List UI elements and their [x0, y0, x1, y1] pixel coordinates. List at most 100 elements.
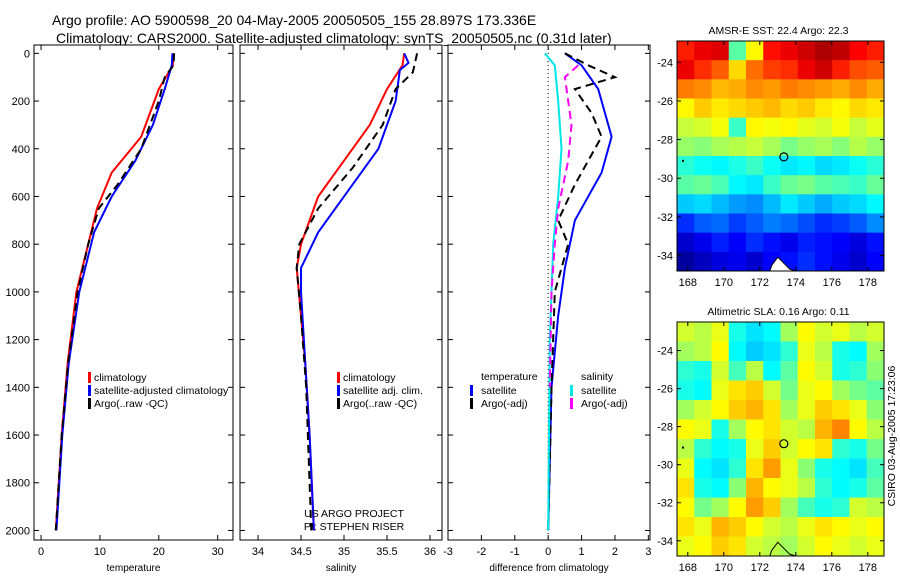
- x-tick-label: 1: [578, 546, 584, 558]
- heatmap-cell: [677, 98, 695, 119]
- heatmap-cell: [694, 380, 712, 401]
- heatmap-cell: [815, 517, 833, 537]
- heatmap-cell: [815, 322, 833, 342]
- heatmap-cell: [849, 380, 868, 401]
- heatmap-cell: [728, 175, 747, 195]
- heatmap-cell: [728, 380, 747, 401]
- heatmap-cell: [763, 380, 781, 401]
- heatmap-cell: [780, 117, 799, 138]
- heatmap-cell: [832, 439, 850, 459]
- y-tick-label: 600: [12, 191, 30, 203]
- heatmap-cell: [780, 156, 799, 176]
- heatmap-cell: [780, 400, 799, 420]
- heatmap-cell: [849, 136, 868, 157]
- heatmap-cell: [728, 98, 747, 119]
- heatmap-cell: [711, 517, 730, 537]
- heatmap-cell: [728, 497, 747, 518]
- heatmap-cell: [780, 341, 799, 362]
- heatmap-cell: [832, 41, 850, 61]
- heatmap-cell: [849, 419, 868, 440]
- heatmap-cell: [815, 213, 833, 234]
- heatmap-cell: [746, 517, 764, 537]
- credit-pi: PI: STEPHEN RISER: [304, 521, 405, 533]
- title-line-1: Argo profile: AO 5900598_20 04-May-2005 …: [52, 12, 537, 28]
- heatmap-cell: [746, 41, 764, 61]
- heatmap-cell: [746, 497, 764, 518]
- heatmap-cell: [866, 213, 885, 234]
- heatmap-cell: [711, 156, 730, 176]
- y-tick-label: -30: [657, 460, 673, 472]
- argo-position-marker: [779, 152, 789, 162]
- heatmap-cell: [694, 194, 712, 214]
- heatmap-cell: [832, 400, 850, 420]
- heatmap-cell: [711, 478, 730, 498]
- map-title: AMSR-E SST: 22.4 Argo: 22.3: [708, 25, 848, 37]
- heatmap-cell: [797, 232, 816, 253]
- y-tick-label: 1200: [6, 335, 30, 347]
- heatmap-cell: [797, 175, 816, 195]
- y-tick-label: 1000: [6, 287, 30, 299]
- heatmap-cell: [711, 380, 730, 401]
- heatmap-cell: [849, 251, 868, 272]
- heatmap-cell: [746, 136, 764, 157]
- heatmap-cell: [815, 400, 833, 420]
- series-line-argo-raw-qc-: [295, 53, 419, 531]
- heatmap-cell: [797, 458, 816, 479]
- heatmap-cell: [677, 478, 695, 498]
- series-line-temperature-argo-adj-: [547, 52, 618, 531]
- x-tick-label: 174: [787, 277, 805, 289]
- heatmap-cell: [728, 251, 747, 272]
- heatmap-cell: [711, 41, 730, 61]
- heatmap-cell: [832, 419, 850, 440]
- heatmap-cell: [780, 361, 799, 381]
- heatmap-cell: [728, 517, 747, 537]
- heatmap-cell: [815, 380, 833, 401]
- heatmap-cell: [866, 194, 885, 214]
- heatmap-cell: [780, 79, 799, 99]
- title-line-2: Climatology: CARS2000. Satellite-adjuste…: [56, 30, 612, 46]
- heatmap-cell: [866, 79, 885, 99]
- heatmap-cell: [866, 419, 885, 440]
- x-tick-label: 172: [751, 277, 769, 289]
- heatmap-cell: [797, 380, 816, 401]
- heatmap-cell: [763, 322, 781, 342]
- heatmap-cell: [866, 322, 885, 342]
- heatmap-cell: [763, 517, 781, 537]
- heatmap-cell: [763, 98, 781, 119]
- heatmap-cell: [832, 517, 850, 537]
- heatmap-cell: [832, 98, 850, 119]
- y-tick-label: 200: [12, 96, 30, 108]
- y-tick-label: -26: [657, 384, 673, 396]
- x-tick-label: 170: [715, 562, 733, 574]
- heatmap-cell: [694, 232, 712, 253]
- heatmap-cell: [866, 439, 885, 459]
- heatmap-cell: [711, 322, 730, 342]
- y-tick-label: 1600: [6, 430, 30, 442]
- heatmap-cell: [763, 497, 781, 518]
- heatmap-cell: [866, 478, 885, 498]
- heatmap-cell: [815, 79, 833, 99]
- heatmap-cell: [832, 213, 850, 234]
- heatmap-cell: [694, 213, 712, 234]
- y-tick-label: -28: [657, 422, 673, 434]
- heatmap-cell: [815, 361, 833, 381]
- x-axis-label: temperature: [107, 563, 161, 574]
- heatmap-cell: [711, 536, 730, 557]
- y-tick-label: -34: [657, 536, 673, 548]
- heatmap-cell: [780, 380, 799, 401]
- heatmap-cell: [763, 156, 781, 176]
- x-tick-label: 178: [859, 562, 877, 574]
- heatmap-cell: [866, 497, 885, 518]
- heatmap-cell: [763, 458, 781, 479]
- heatmap-cell: [763, 232, 781, 253]
- heatmap-cell: [832, 117, 850, 138]
- legend-label: satellite-adjusted climatology: [94, 385, 229, 397]
- heatmap-cell: [849, 497, 868, 518]
- heatmap-cell: [746, 322, 764, 342]
- credit-project: US ARGO PROJECT: [304, 508, 404, 520]
- heatmap-cell: [866, 341, 885, 362]
- heatmap-cell: [694, 458, 712, 479]
- heatmap-cell: [815, 497, 833, 518]
- heatmap-cell: [849, 98, 868, 119]
